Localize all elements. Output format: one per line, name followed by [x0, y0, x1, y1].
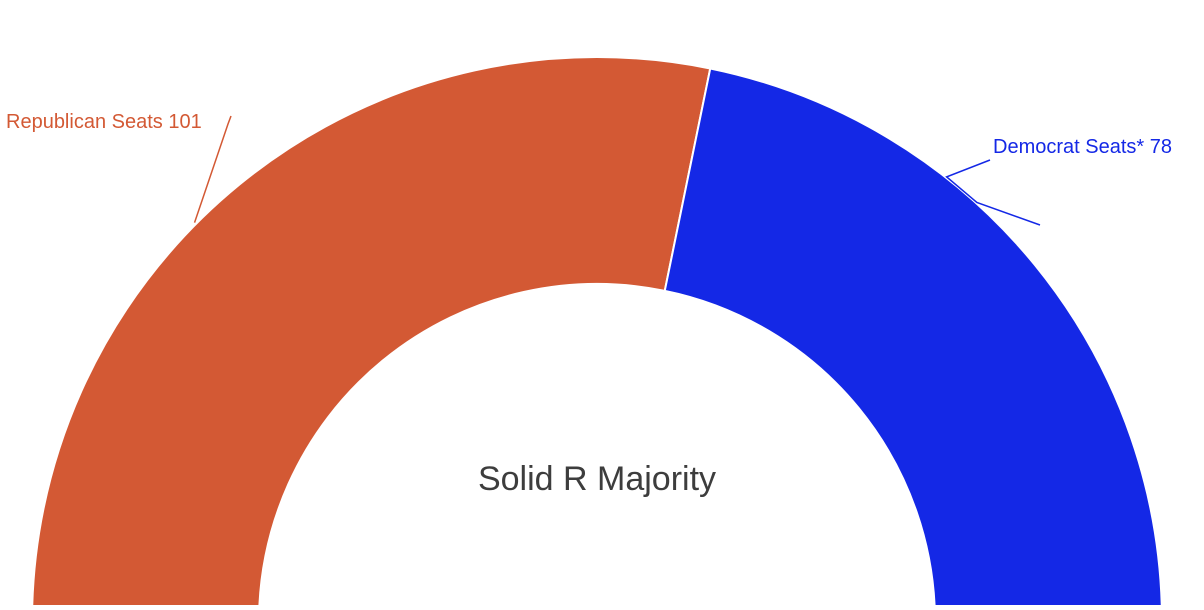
- slice-label-0: Republican Seats 101: [6, 111, 202, 133]
- slice-labels-group: Republican Seats 101 Democrat Seats* 78: [6, 111, 1172, 158]
- leader-line-1: [945, 159, 1041, 226]
- leader-line-0: [193, 115, 232, 223]
- slice-0: [31, 56, 712, 610]
- slices-group: [31, 56, 1163, 610]
- slice-label-1: Democrat Seats* 78: [993, 136, 1172, 158]
- slice-1: [663, 67, 1163, 610]
- leader-lines-group: [193, 115, 1041, 226]
- center-label: Solid R Majority: [478, 460, 716, 498]
